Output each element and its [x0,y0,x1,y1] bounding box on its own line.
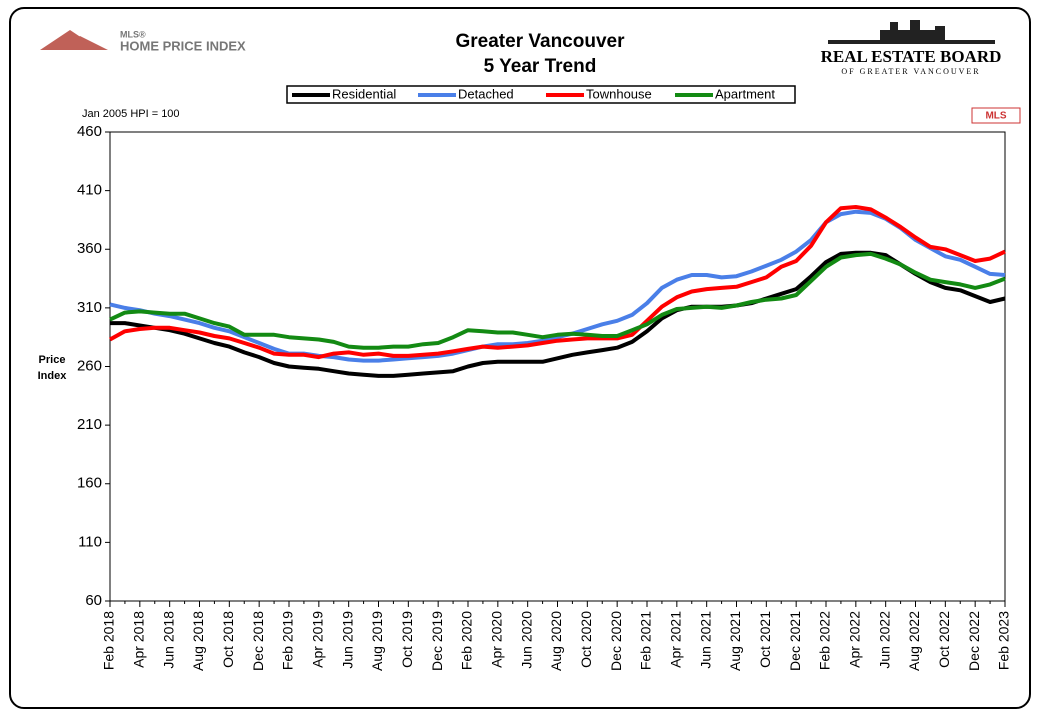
x-tick-label: Feb 2019 [280,611,296,670]
x-tick-label: Jun 2019 [339,611,355,669]
series-line [109,205,1006,360]
y-tick-label: 110 [78,533,102,550]
x-tick-label: Apr 2020 [489,611,505,668]
y-tick-label: 210 [77,416,102,433]
x-tick-label: Oct 2022 [936,611,952,668]
y-tick-label: 360 [77,240,102,257]
x-tick-label: Feb 2023 [996,611,1012,670]
logo-skyline [828,20,995,44]
y-tick-label: 410 [77,182,102,199]
x-tick-label: Dec 2020 [608,611,624,671]
x-tick-label: Jun 2022 [876,611,892,669]
x-tick-label: Oct 2020 [578,611,594,668]
y-axis-label: Price [39,354,66,366]
x-tick-label: Dec 2019 [429,611,445,671]
legend-label: Apartment [715,86,775,101]
x-tick-label: Apr 2022 [847,611,863,668]
series-line [110,250,1006,378]
x-tick-label: Oct 2018 [220,611,236,668]
logo-text: REAL ESTATE BOARD [821,47,1002,66]
legend-label: Detached [458,86,514,101]
x-tick-label: Feb 2021 [638,611,654,670]
x-tick-label: Dec 2018 [250,611,266,671]
legend [286,85,796,104]
y-tick-label: 310 [77,299,102,316]
x-tick-label: Jun 2018 [160,611,176,669]
y-tick-label: 160 [77,475,102,492]
y-tick-label: 460 [77,123,102,140]
x-tick-label: Aug 2020 [548,611,564,671]
legend-label: Residential [332,86,396,101]
x-tick-label: Jun 2020 [518,611,534,669]
x-tick-label: Oct 2021 [757,611,773,668]
x-tick-label: Feb 2022 [817,611,833,670]
logo-text: HOME PRICE INDEX [120,38,246,53]
x-tick-label: Apr 2019 [310,611,326,668]
note: Jan 2005 HPI = 100 [82,108,180,120]
x-tick-label: Feb 2018 [101,611,117,670]
x-tick-label: Apr 2021 [668,611,684,668]
x-tick-label: Dec 2021 [787,611,803,671]
y-tick-label: 60 [85,592,102,609]
x-tick-label: Aug 2019 [369,611,385,671]
frame [9,7,1031,709]
x-tick-label: Aug 2021 [727,611,743,671]
x-tick-label: Aug 2022 [906,611,922,671]
x-tick-label: Oct 2019 [399,611,415,668]
x-tick-label: Aug 2018 [190,611,206,671]
x-tick-label: Jun 2021 [697,611,713,669]
chart-title: 5 Year Trend [484,56,597,77]
x-tick-label: Apr 2018 [131,611,147,668]
badge [971,107,1021,124]
chart-title: Greater Vancouver [456,31,626,52]
logo-text: OF GREATER VANCOUVER [841,67,980,76]
y-axis-label: Index [38,370,68,382]
x-tick-label: Feb 2020 [459,611,475,670]
logo-text: MLS® [120,29,146,39]
badge-text: MLS [985,111,1006,122]
logo-roof [40,30,108,50]
series-line [109,251,1006,350]
series-line [109,209,1006,363]
legend-label: Townhouse [586,86,652,101]
x-tick-label: Dec 2022 [966,611,982,671]
y-tick-label: 260 [77,357,102,374]
